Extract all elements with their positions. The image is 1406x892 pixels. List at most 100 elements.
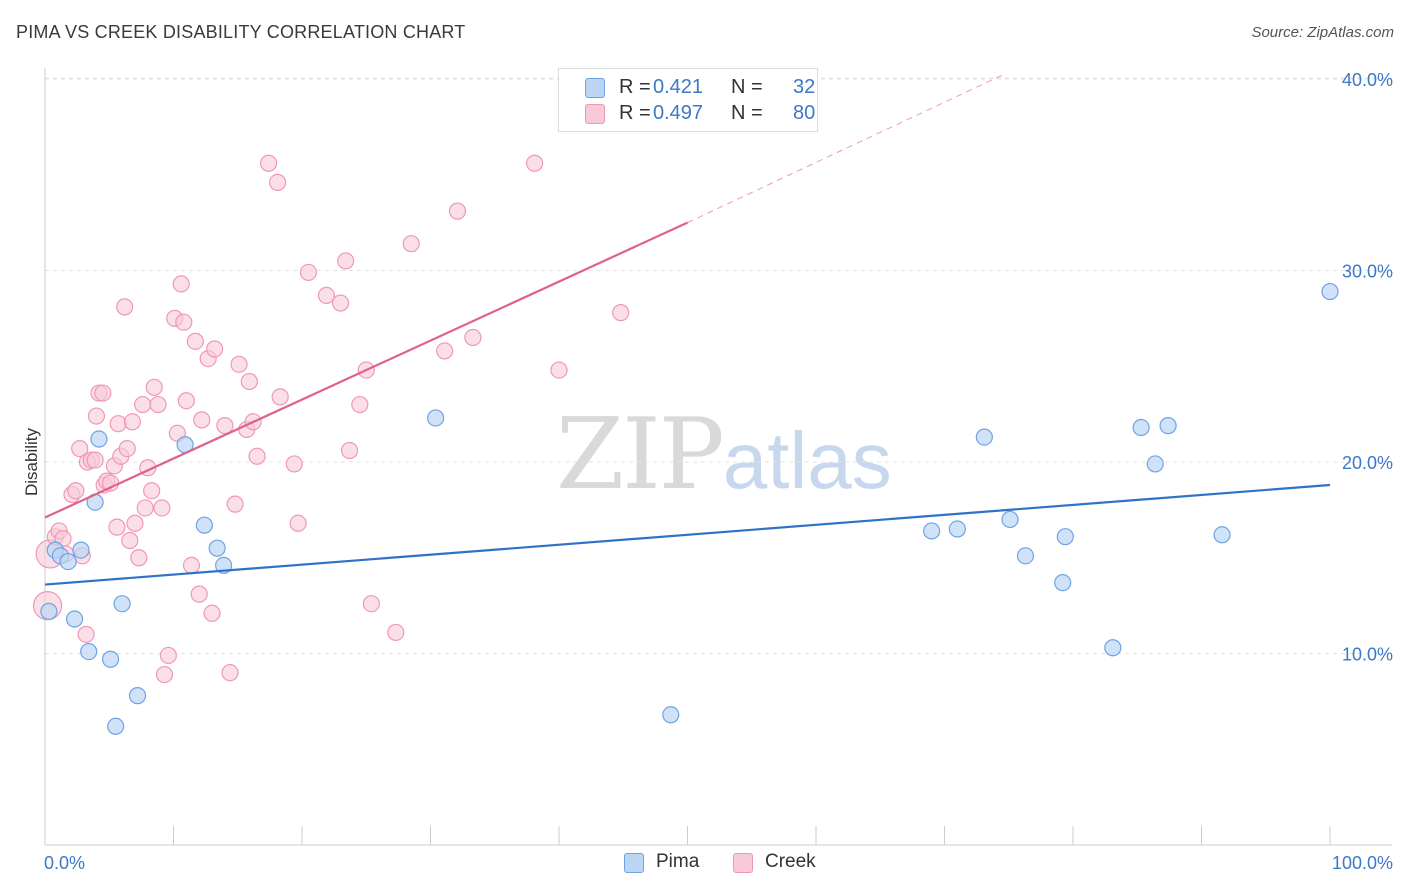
y-tick-label: 30.0% xyxy=(1342,262,1393,282)
axes xyxy=(44,68,1392,846)
creek-point xyxy=(155,665,174,684)
creek-point xyxy=(108,518,126,536)
creek-point xyxy=(177,392,195,410)
creek-point xyxy=(77,625,95,643)
creek-point xyxy=(337,252,355,270)
creek-point xyxy=(182,556,201,575)
creek-point xyxy=(221,664,239,682)
creek-point xyxy=(121,531,139,550)
creek-point xyxy=(448,202,467,220)
pima-point xyxy=(101,650,120,668)
pima-point xyxy=(1159,417,1177,435)
creek-point xyxy=(525,154,544,172)
creek-point xyxy=(87,407,106,425)
creek-point xyxy=(101,474,120,492)
creek-point xyxy=(331,294,350,312)
creek-point xyxy=(612,304,630,322)
pima-n-label: N = xyxy=(731,76,763,98)
creek-point xyxy=(134,395,152,414)
creek-point xyxy=(126,514,144,532)
watermark: ZIPatlas xyxy=(556,398,892,512)
pima-point xyxy=(1213,526,1231,544)
y-tick-label: 40.0% xyxy=(1342,70,1393,90)
creek-point xyxy=(340,441,359,460)
creek-point xyxy=(116,298,134,316)
pima-point xyxy=(59,552,77,571)
creek-point xyxy=(123,413,141,431)
y-tick-label: 20.0% xyxy=(1342,453,1393,473)
pima-point xyxy=(107,717,125,735)
creek-point xyxy=(153,499,171,517)
creek-point xyxy=(86,451,104,469)
bottom-pima-swatch xyxy=(624,853,644,873)
creek-point xyxy=(464,328,482,347)
creek-point xyxy=(118,439,136,458)
pima-r-label: R = xyxy=(619,76,651,98)
pima-point xyxy=(427,409,445,427)
correlation-legend: R = 0.421 N = 32 R = 0.497 N = 80 xyxy=(558,68,818,132)
creek-point xyxy=(186,332,204,350)
pima-point xyxy=(1321,282,1339,301)
creek-point xyxy=(67,482,85,500)
pima-point xyxy=(90,430,108,448)
creek-point xyxy=(436,342,454,360)
trend-lines xyxy=(44,74,1331,586)
pima-point xyxy=(40,602,58,620)
creek-points xyxy=(32,154,630,684)
creek-point xyxy=(351,395,369,414)
pima-point xyxy=(195,516,213,534)
pima-r-value: 0.421 xyxy=(653,76,704,98)
pima-point xyxy=(72,541,90,559)
pima-swatch xyxy=(585,78,605,98)
pima-point xyxy=(208,539,226,557)
creek-trend-extension xyxy=(687,74,1003,224)
pima-point xyxy=(948,520,966,538)
creek-point xyxy=(230,355,248,373)
creek-point xyxy=(143,482,161,500)
pima-point xyxy=(975,428,993,446)
x-tick-label-min: 0.0% xyxy=(44,853,85,873)
creek-point xyxy=(299,263,318,282)
creek-point xyxy=(145,378,163,396)
creek-point xyxy=(240,372,258,391)
pima-point xyxy=(1132,418,1150,437)
pima-point xyxy=(662,706,680,724)
pima-point xyxy=(65,610,84,628)
chart-title: PIMA VS CREEK DISABILITY CORRELATION CHA… xyxy=(16,22,466,42)
creek-point xyxy=(268,173,287,192)
creek-point xyxy=(289,514,307,532)
creek-point xyxy=(130,549,148,567)
creek-point xyxy=(362,595,380,613)
pima-point xyxy=(80,642,98,661)
pima-point xyxy=(113,595,131,613)
tick-labels: 10.0% 20.0% 30.0% 40.0% 0.0% 100.0% xyxy=(44,70,1393,873)
creek-point xyxy=(172,275,190,293)
creek-n-value: 80 xyxy=(793,102,816,124)
pima-point xyxy=(1016,547,1035,565)
pima-points xyxy=(40,282,1339,735)
creek-point xyxy=(387,623,405,642)
pima-trend-line xyxy=(44,483,1331,586)
creek-point xyxy=(94,384,112,402)
creek-point xyxy=(317,286,336,304)
creek-n-label: N = xyxy=(731,102,763,124)
bottom-pima-label: Pima xyxy=(656,851,700,872)
creek-point xyxy=(175,313,193,331)
creek-trend-line xyxy=(44,221,688,519)
pima-point xyxy=(128,687,147,705)
creek-point xyxy=(402,235,420,253)
creek-point xyxy=(259,154,278,172)
x-tick-label-max: 100.0% xyxy=(1332,853,1393,873)
creek-point xyxy=(71,439,89,458)
creek-point xyxy=(206,340,224,358)
creek-point xyxy=(136,499,154,517)
pima-point xyxy=(1146,455,1164,473)
creek-point xyxy=(226,495,244,513)
creek-point xyxy=(248,447,266,465)
bottom-creek-label: Creek xyxy=(765,851,816,872)
creek-swatch xyxy=(585,104,605,124)
creek-r-label: R = xyxy=(619,102,651,124)
watermark-zip: ZIP xyxy=(556,398,725,512)
creek-point xyxy=(285,455,303,473)
creek-point xyxy=(271,388,289,406)
